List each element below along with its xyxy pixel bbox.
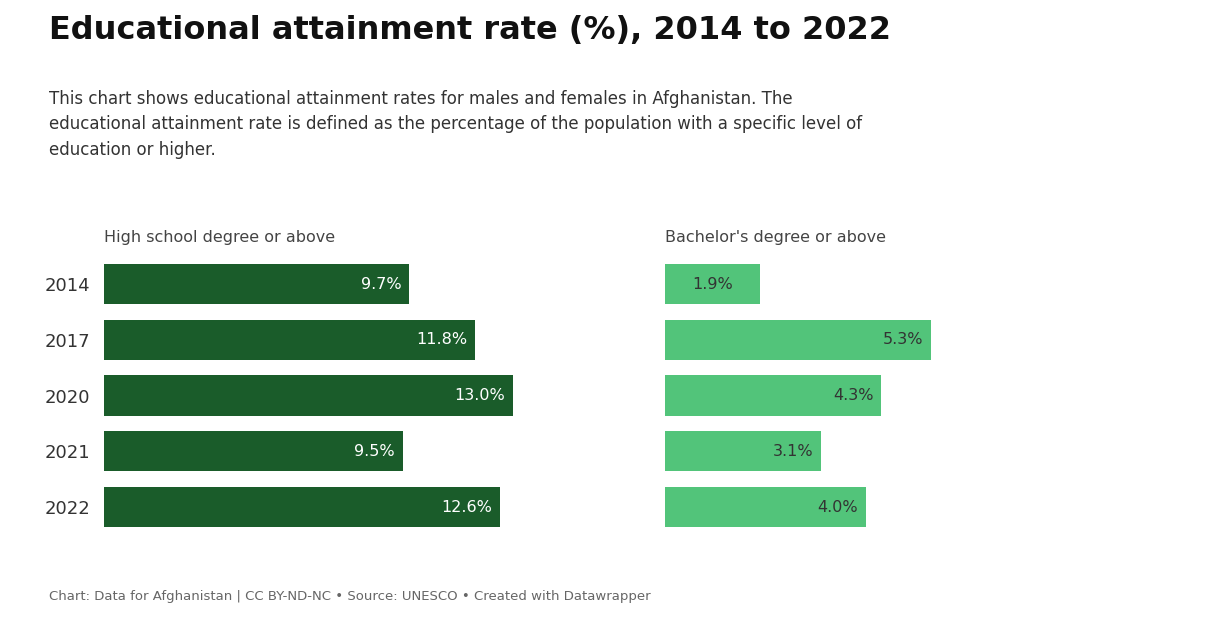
Bar xyxy=(665,376,881,415)
Bar xyxy=(104,320,476,360)
Text: 12.6%: 12.6% xyxy=(442,499,493,515)
Bar xyxy=(665,320,931,360)
Text: 3.1%: 3.1% xyxy=(772,444,813,459)
Text: Educational attainment rate (%), 2014 to 2022: Educational attainment rate (%), 2014 to… xyxy=(49,15,891,46)
Text: 4.0%: 4.0% xyxy=(817,499,859,515)
Bar xyxy=(665,264,760,304)
Text: Bachelor's degree or above: Bachelor's degree or above xyxy=(665,231,886,245)
Text: Chart: Data for Afghanistan | CC BY-ND-NC • Source: UNESCO • Created with Datawr: Chart: Data for Afghanistan | CC BY-ND-N… xyxy=(49,590,650,603)
Text: 4.3%: 4.3% xyxy=(833,388,874,403)
Bar xyxy=(104,376,512,415)
Text: 5.3%: 5.3% xyxy=(883,332,924,347)
Text: 1.9%: 1.9% xyxy=(692,276,733,292)
Text: 9.7%: 9.7% xyxy=(361,276,401,292)
Text: 11.8%: 11.8% xyxy=(416,332,467,347)
Bar xyxy=(104,487,500,527)
Text: 13.0%: 13.0% xyxy=(454,388,505,403)
Text: High school degree or above: High school degree or above xyxy=(104,231,334,245)
Text: 9.5%: 9.5% xyxy=(354,444,395,459)
Bar xyxy=(104,431,403,472)
Text: This chart shows educational attainment rates for males and females in Afghanist: This chart shows educational attainment … xyxy=(49,90,861,159)
Bar xyxy=(104,264,409,304)
Bar xyxy=(665,431,821,472)
Bar xyxy=(665,487,866,527)
